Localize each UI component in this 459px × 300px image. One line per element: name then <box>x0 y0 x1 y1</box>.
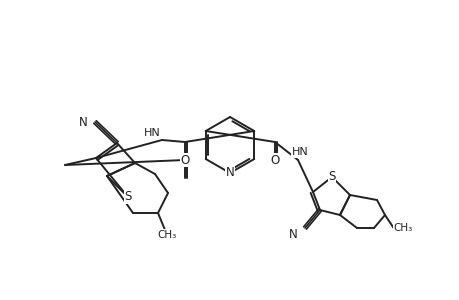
Text: O: O <box>180 154 189 166</box>
Text: N: N <box>288 229 297 242</box>
Text: S: S <box>328 170 335 184</box>
Text: HN: HN <box>143 128 160 138</box>
Text: S: S <box>124 190 131 203</box>
Text: CH₃: CH₃ <box>392 223 412 233</box>
Text: HN: HN <box>291 147 308 157</box>
Text: CH₃: CH₃ <box>157 230 176 240</box>
Text: N: N <box>78 116 87 128</box>
Text: O: O <box>270 154 279 166</box>
Text: N: N <box>225 167 234 179</box>
